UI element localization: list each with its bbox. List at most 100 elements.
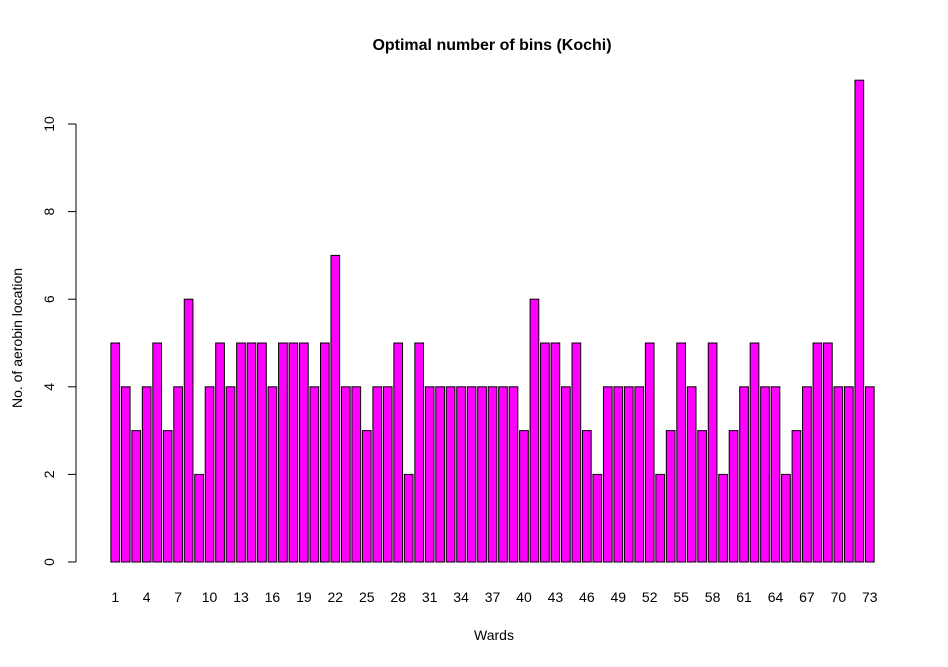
x-tick-label-46: 46 xyxy=(579,589,595,605)
y-tick-label-2: 2 xyxy=(41,470,57,478)
bar-ward-48 xyxy=(602,386,613,563)
bar-ward-16 xyxy=(267,386,278,563)
bar-ward-53 xyxy=(655,473,666,563)
y-tick-label-10: 10 xyxy=(41,116,57,132)
bar-ward-7 xyxy=(173,386,183,563)
y-tick-label-6: 6 xyxy=(41,295,57,303)
bar-ward-72 xyxy=(854,79,865,563)
bar-ward-68 xyxy=(812,342,823,563)
x-tick-label-4: 4 xyxy=(143,589,151,605)
bar-ward-59 xyxy=(718,473,728,563)
x-tick-label-28: 28 xyxy=(390,589,406,605)
bars-group xyxy=(110,79,875,563)
x-tick-label-1: 1 xyxy=(111,589,119,605)
bar-ward-63 xyxy=(760,386,770,563)
bar-ward-10 xyxy=(204,386,215,563)
bar-ward-23 xyxy=(340,386,351,563)
bar-ward-40 xyxy=(519,430,529,563)
bar-ward-33 xyxy=(445,386,456,563)
x-tick-label-73: 73 xyxy=(862,589,878,605)
bar-ward-46 xyxy=(581,430,592,563)
x-tick-label-40: 40 xyxy=(516,589,532,605)
bar-ward-69 xyxy=(823,342,833,563)
bar-ward-43 xyxy=(550,342,561,563)
bar-ward-71 xyxy=(843,386,854,563)
bar-ward-8 xyxy=(183,298,194,563)
bar-ward-61 xyxy=(739,386,749,563)
x-tick-label-22: 22 xyxy=(328,589,344,605)
bar-ward-54 xyxy=(665,430,676,563)
bar-ward-38 xyxy=(498,386,508,563)
bar-ward-37 xyxy=(487,386,498,563)
x-tick-label-64: 64 xyxy=(768,589,784,605)
bar-ward-58 xyxy=(707,342,718,563)
x-tick-label-10: 10 xyxy=(202,589,218,605)
bar-ward-70 xyxy=(833,386,844,563)
bar-ward-64 xyxy=(770,386,781,563)
bar-ward-4 xyxy=(141,386,152,563)
bar-ward-30 xyxy=(414,342,425,563)
bar-ward-19 xyxy=(299,342,309,563)
bar-ward-31 xyxy=(424,386,435,563)
bar-ward-32 xyxy=(435,386,445,563)
x-tick-label-34: 34 xyxy=(453,589,469,605)
bar-ward-35 xyxy=(466,386,477,563)
bar-ward-55 xyxy=(676,342,687,563)
bar-ward-5 xyxy=(152,342,163,563)
bar-ward-18 xyxy=(288,342,299,563)
x-tick-label-52: 52 xyxy=(642,589,658,605)
bar-ward-51 xyxy=(634,386,645,563)
bar-ward-42 xyxy=(540,342,550,563)
y-axis: 0 2 4 6 8 10 xyxy=(41,116,77,566)
x-tick-label-67: 67 xyxy=(799,589,815,605)
bar-ward-66 xyxy=(791,430,802,563)
bar-ward-20 xyxy=(309,386,320,563)
y-tick-label-4: 4 xyxy=(41,383,57,391)
bar-ward-73 xyxy=(864,386,875,563)
bar-ward-56 xyxy=(686,386,697,563)
bar-ward-60 xyxy=(728,430,739,563)
bar-ward-36 xyxy=(477,386,487,563)
bar-ward-27 xyxy=(382,386,393,563)
y-tick-label-8: 8 xyxy=(41,207,57,215)
bar-ward-34 xyxy=(456,386,466,563)
bar-ward-11 xyxy=(215,342,225,563)
bar-ward-49 xyxy=(613,386,624,563)
bar-ward-39 xyxy=(508,386,519,563)
bar-ward-1 xyxy=(110,342,121,563)
bar-ward-6 xyxy=(162,430,173,563)
bar-ward-41 xyxy=(529,298,540,563)
bar-ward-44 xyxy=(561,386,571,563)
x-tick-label-37: 37 xyxy=(485,589,501,605)
bar-ward-2 xyxy=(120,386,131,563)
bar-ward-26 xyxy=(372,386,383,563)
x-tick-label-25: 25 xyxy=(359,589,375,605)
x-tick-label-55: 55 xyxy=(673,589,689,605)
bar-ward-3 xyxy=(131,430,142,563)
bar-ward-17 xyxy=(278,342,288,563)
y-tick-label-0: 0 xyxy=(41,558,57,566)
bar-ward-28 xyxy=(393,342,404,563)
x-tick-label-43: 43 xyxy=(548,589,564,605)
bar-ward-65 xyxy=(781,473,791,563)
x-tick-label-16: 16 xyxy=(265,589,281,605)
x-tick-label-70: 70 xyxy=(831,589,847,605)
bar-ward-22 xyxy=(330,254,341,563)
bar-ward-50 xyxy=(623,386,634,563)
bar-ward-12 xyxy=(225,386,236,563)
chart-title: Optimal number of bins (Kochi) xyxy=(372,37,611,54)
bar-ward-24 xyxy=(351,386,362,563)
x-tick-label-13: 13 xyxy=(233,589,249,605)
x-tick-label-58: 58 xyxy=(705,589,721,605)
bar-ward-52 xyxy=(644,342,655,563)
x-tick-label-19: 19 xyxy=(296,589,312,605)
bar-ward-15 xyxy=(257,342,267,563)
x-axis-title: Wards xyxy=(474,627,514,643)
bar-ward-14 xyxy=(246,342,257,563)
y-axis-title: No. of aerobin location xyxy=(9,268,25,408)
bar-ward-9 xyxy=(194,473,204,563)
bar-ward-25 xyxy=(361,430,372,563)
bar-ward-29 xyxy=(403,473,414,563)
